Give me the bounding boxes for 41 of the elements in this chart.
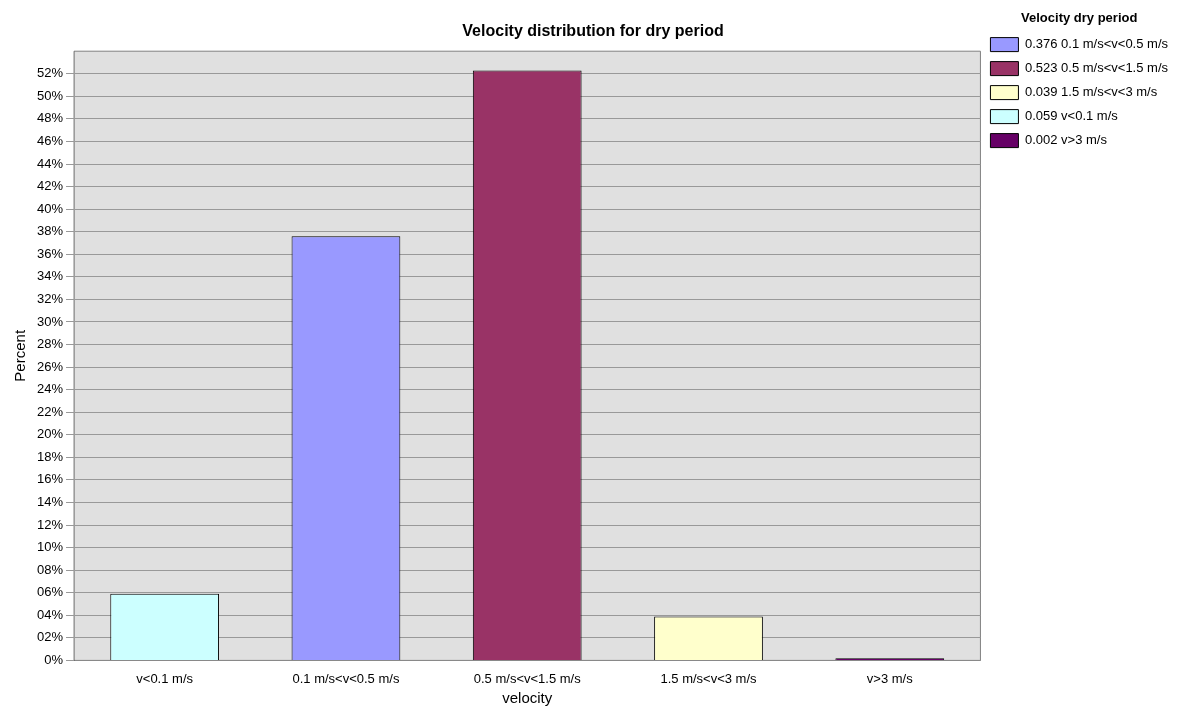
legend-label: 0.002 v>3 m/s [1024, 132, 1108, 148]
x-tick-label: v<0.1 m/s [136, 670, 194, 686]
x-tick-label: 0.5 m/s<v<1.5 m/s [473, 670, 582, 686]
y-tick-label: 12% [36, 516, 64, 532]
x-tick-label: 1.5 m/s<v<3 m/s [660, 670, 758, 686]
y-tick-label: 30% [36, 313, 64, 329]
y-tick-label: 08% [36, 561, 64, 577]
x-tick-label: 0.1 m/s<v<0.5 m/s [292, 670, 400, 686]
legend-label: 0.039 1.5 m/s<v<3 m/s [1024, 84, 1158, 100]
y-tick-label: 32% [36, 290, 64, 306]
y-tick-label: 04% [36, 606, 64, 622]
legend-title: Velocity dry period [1021, 10, 1138, 26]
y-tick-label: 42% [36, 178, 64, 194]
y-tick-label: 34% [36, 268, 64, 284]
y-tick-label: 38% [36, 223, 64, 239]
x-axis-title: velocity [502, 689, 553, 707]
y-tick-label: 16% [36, 471, 64, 487]
y-tick-label: 24% [36, 381, 64, 397]
y-axis-title: Percent [11, 329, 29, 382]
y-tick-label: 28% [36, 336, 64, 352]
legend-label: 0.376 0.1 m/s<v<0.5 m/s [1024, 36, 1169, 52]
chart-title: Velocity distribution for dry period [462, 22, 724, 40]
y-tick-label: 06% [36, 584, 64, 600]
y-tick-label: 10% [36, 539, 64, 555]
y-tick-label: 36% [36, 245, 64, 261]
y-tick-label: 44% [36, 155, 64, 171]
x-tick-label: v>3 m/s [866, 670, 914, 686]
y-tick-label: 46% [36, 133, 64, 149]
y-tick-label: 50% [36, 87, 64, 103]
y-tick-label: 20% [36, 426, 64, 442]
legend-label: 0.059 v<0.1 m/s [1024, 108, 1119, 124]
y-tick-label: 52% [36, 65, 64, 81]
legend-label: 0.523 0.5 m/s<v<1.5 m/s [1024, 60, 1169, 76]
y-tick-label: 14% [36, 494, 64, 510]
y-tick-label: 0% [44, 651, 64, 667]
y-tick-label: 48% [36, 110, 64, 126]
y-tick-label: 40% [36, 200, 64, 216]
y-tick-label: 18% [36, 448, 64, 464]
y-tick-label: 26% [36, 358, 64, 374]
y-tick-label: 22% [36, 403, 64, 419]
y-tick-label: 02% [36, 629, 64, 645]
